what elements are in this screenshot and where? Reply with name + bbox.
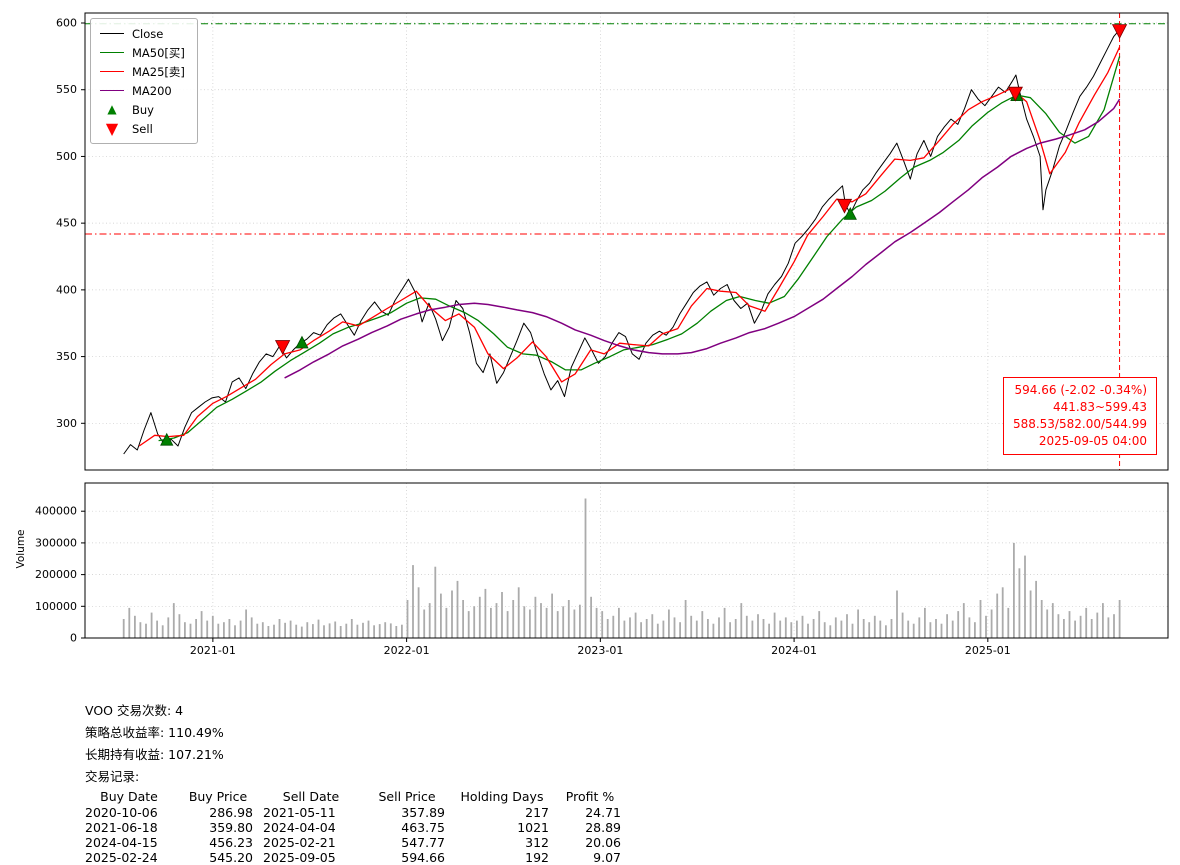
strategy-return-line: 策略总收益率: 110.49% [85, 725, 224, 740]
svg-text:300: 300 [56, 417, 77, 430]
svg-text:600: 600 [56, 17, 77, 30]
cell-profit: 20.06 [585, 835, 621, 850]
cell-profit: 9.07 [593, 850, 621, 865]
cell-holding-days: 192 [525, 850, 549, 865]
price-panel: 300 350 400 450 500 550 600 Close MA50[买] MA25… [56, 12, 1169, 471]
svg-text:2022-01: 2022-01 [384, 644, 430, 657]
legend-item-ma50: MA50[买] [100, 45, 185, 60]
legend-label-ma200: MA200 [132, 83, 172, 98]
cell-sell-price: 594.66 [401, 850, 445, 865]
col-buy-price: Buy Price [188, 789, 248, 804]
table-row: 2021-06-18 359.80 2024-04-04 463.75 1021… [85, 820, 1085, 835]
cell-profit: 24.71 [585, 805, 621, 820]
strategy-summary: VOO 交易次数: 4 策略总收益率: 110.49% 长期持有收益: 107.… [85, 700, 1085, 865]
legend-label-ma50: MA50[买] [132, 45, 185, 60]
svg-text:400: 400 [56, 283, 77, 296]
col-sell-date: Sell Date [282, 789, 340, 804]
trade-count-line: VOO 交易次数: 4 [85, 703, 184, 718]
buy-marker-icon: ▲ [107, 102, 117, 116]
volume-panel: Volume 0 100000 200000 300000 400000 2021-01 2… [0, 478, 1180, 660]
ma50-line-swatch [100, 51, 124, 54]
svg-text:500: 500 [56, 150, 77, 163]
cell-holding-days: 312 [525, 835, 549, 850]
legend-label-ma25: MA25[卖] [132, 64, 185, 79]
ma200-line-swatch [100, 89, 124, 92]
cell-holding-days: 217 [525, 805, 549, 820]
cell-buy-date: 2025-02-24 [85, 850, 158, 865]
svg-text:2023-01: 2023-01 [577, 644, 623, 657]
cell-buy-date: 2024-04-15 [85, 835, 158, 850]
cell-sell-date: 2025-02-21 [263, 835, 336, 850]
cell-buy-price: 545.20 [209, 850, 253, 865]
col-profit: Profit % [565, 789, 615, 804]
svg-text:300000: 300000 [35, 536, 77, 549]
ma25-line-swatch [100, 70, 124, 73]
legend-item-buy: ▲ Buy [100, 102, 185, 117]
cell-buy-price: 359.80 [209, 820, 253, 835]
sell-marker-icon: ▼ [105, 119, 119, 138]
svg-text:2024-01: 2024-01 [771, 644, 817, 657]
col-holding-days: Holding Days [460, 789, 544, 804]
svg-text:450: 450 [56, 217, 77, 230]
trade-table: Buy Date Buy Price Sell Date Sell Price … [85, 789, 1085, 865]
svg-text:2025-01: 2025-01 [965, 644, 1011, 657]
cell-sell-date: 2024-04-04 [263, 820, 336, 835]
legend-label-sell: Sell [132, 121, 153, 136]
cell-holding-days: 1021 [517, 820, 549, 835]
price-annotation-box: 594.66 (-2.02 -0.34%) 441.83~599.43 588.… [1002, 377, 1157, 456]
annotation-timestamp: 2025-09-05 04:00 [1038, 434, 1147, 449]
legend-item-ma25: MA25[卖] [100, 64, 185, 79]
svg-text:350: 350 [56, 350, 77, 363]
annotation-ma-values: 588.53/582.00/544.99 [1012, 417, 1147, 432]
buyhold-return-line: 长期持有收益: 107.21% [85, 747, 224, 762]
svg-text:0: 0 [70, 632, 77, 645]
trade-table-header: Buy Date Buy Price Sell Date Sell Price … [85, 789, 1085, 805]
cell-buy-price: 286.98 [209, 805, 253, 820]
col-buy-date: Buy Date [100, 789, 158, 804]
cell-sell-date: 2025-09-05 [263, 850, 336, 865]
legend-label-close: Close [132, 26, 164, 41]
svg-text:550: 550 [56, 83, 77, 96]
cell-buy-price: 456.23 [209, 835, 253, 850]
table-row: 2020-10-06 286.98 2021-05-11 357.89 217 … [85, 805, 1085, 820]
cell-sell-price: 547.77 [401, 835, 445, 850]
table-row: 2024-04-15 456.23 2025-02-21 547.77 312 … [85, 835, 1085, 850]
cell-buy-date: 2021-06-18 [85, 820, 158, 835]
svg-text:2021-01: 2021-01 [190, 644, 236, 657]
volume-chart: 0 100000 200000 300000 400000 2021-01 2022-01 2… [35, 482, 1169, 657]
svg-text:200000: 200000 [35, 568, 77, 581]
legend-item-close: Close [100, 26, 185, 41]
cell-profit: 28.89 [585, 820, 621, 835]
cell-buy-date: 2020-10-06 [85, 805, 158, 820]
cell-sell-price: 463.75 [401, 820, 445, 835]
legend-item-sell: ▼ Sell [100, 119, 185, 138]
table-row: 2025-02-24 545.20 2025-09-05 594.66 192 … [85, 850, 1085, 865]
annotation-last-price: 594.66 (-2.02 -0.34%) [1014, 383, 1147, 397]
annotation-range: 441.83~599.43 [1052, 400, 1147, 415]
svg-text:100000: 100000 [35, 600, 77, 613]
price-chart: 300 350 400 450 500 550 600 [56, 12, 1169, 471]
cell-sell-date: 2021-05-11 [263, 805, 336, 820]
svg-text:400000: 400000 [35, 505, 77, 518]
chart-legend: Close MA50[买] MA25[卖] MA200 ▲ Buy ▼ Sell [90, 18, 198, 144]
col-sell-price: Sell Price [378, 789, 436, 804]
trade-log-title: 交易记录: [85, 769, 140, 784]
cell-sell-price: 357.89 [401, 805, 445, 820]
legend-label-buy: Buy [132, 102, 154, 117]
legend-item-ma200: MA200 [100, 83, 185, 98]
close-line-swatch [100, 32, 124, 35]
